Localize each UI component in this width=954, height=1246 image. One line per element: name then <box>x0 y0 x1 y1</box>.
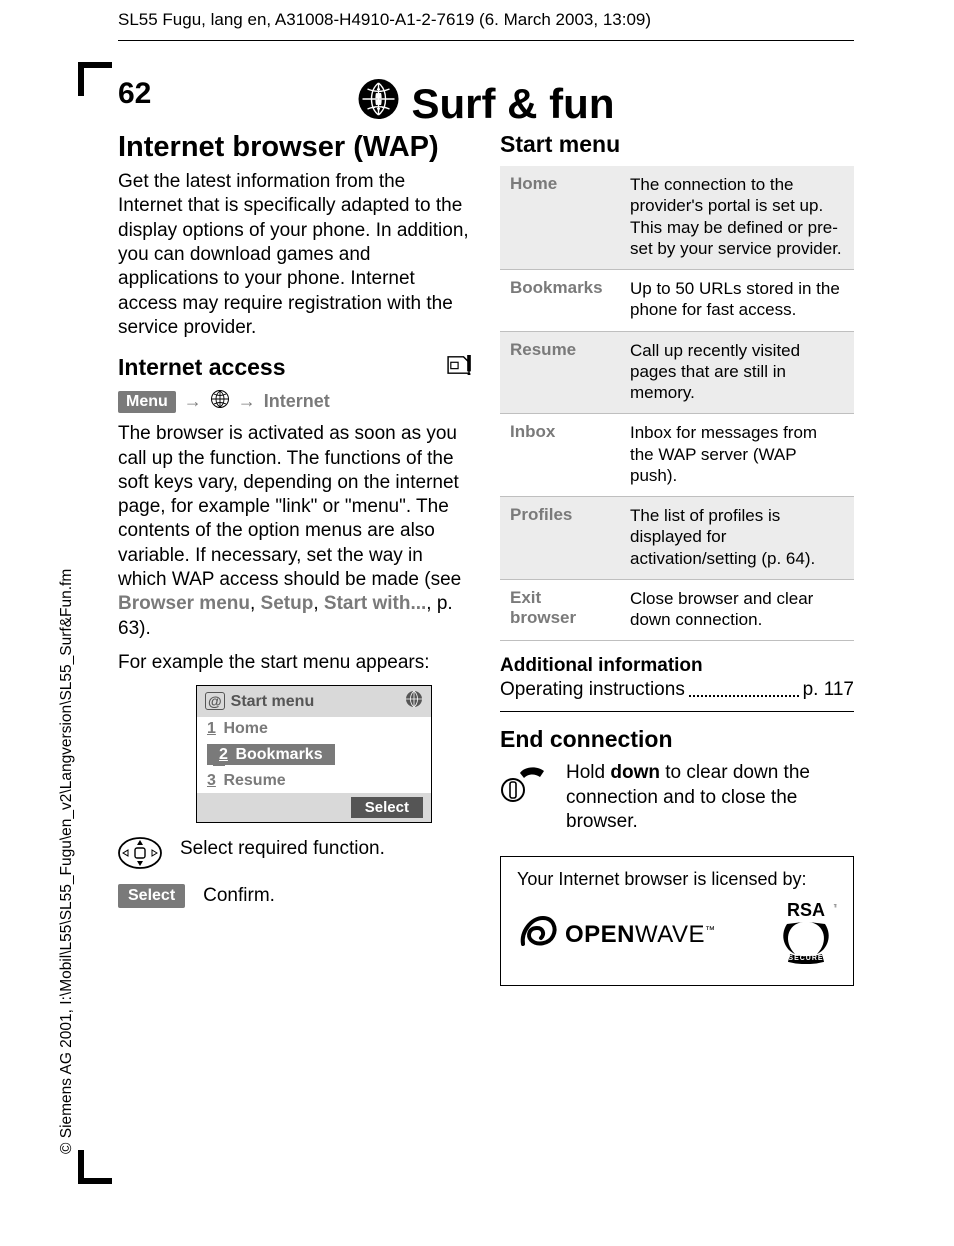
access-paragraph: The browser is activated as soon as you … <box>118 422 472 641</box>
crop-mark-top-left <box>78 62 112 68</box>
internet-access-heading: Internet access <box>118 354 472 381</box>
select-button[interactable]: Select <box>118 884 185 908</box>
globe-icon <box>358 78 400 130</box>
chapter-title: Surf & fun <box>358 78 615 130</box>
row-key: Inbox <box>500 414 620 497</box>
additional-info: Additional information Operating instruc… <box>500 655 854 712</box>
menu-item-resume[interactable]: 3 Resume <box>197 769 431 793</box>
crop-mark-bottom-left <box>78 1178 112 1184</box>
leader-dots <box>689 679 799 697</box>
dpad-icon <box>118 837 162 874</box>
menu-button[interactable]: Menu <box>118 391 176 413</box>
row-value: Inbox for messages from the WAP server (… <box>620 414 854 497</box>
page-content: SL55 Fugu, lang en, A31008-H4910-A1-2-76… <box>118 0 854 986</box>
chapter-title-text: Surf & fun <box>412 80 615 128</box>
phone-titlebar: @Start menu <box>197 686 431 717</box>
instruction-dpad: Select required function. <box>118 837 472 874</box>
license-text: Your Internet browser is licensed by: <box>517 869 837 890</box>
additional-info-title: Additional information <box>500 655 854 677</box>
globe-tiny-icon <box>405 690 423 713</box>
table-row: BookmarksUp to 50 URLs stored in the pho… <box>500 270 854 332</box>
menu-item-bookmarks[interactable]: 2 Bookmarks <box>197 741 431 769</box>
select-softkey[interactable]: Select <box>351 797 423 818</box>
breadcrumb-internet: Internet <box>264 391 330 412</box>
instruction-confirm-text: Confirm. <box>203 884 275 908</box>
side-copyright: © Siemens AG 2001, I:\Mobil\L55\SL55_Fug… <box>58 569 76 1154</box>
svg-text:RSA: RSA <box>787 900 825 920</box>
license-box: Your Internet browser is licensed by: OP… <box>500 856 854 986</box>
at-icon: @ <box>205 692 225 710</box>
row-value: The connection to the provider's portal … <box>620 166 854 270</box>
openwave-swirl-icon <box>517 912 559 957</box>
hangup-key-icon <box>500 761 548 808</box>
openwave-logo: OPENWAVE™ <box>517 912 716 957</box>
instruction-select-func: Select required function. <box>180 837 385 861</box>
table-row: ResumeCall up recently visited pages tha… <box>500 331 854 414</box>
menu-breadcrumb: Menu → → Internet <box>118 389 472 414</box>
arrow-right-icon: → <box>238 391 256 412</box>
rsa-secured-logo: RSA ™ SECURE <box>775 900 837 969</box>
start-menu-heading: Start menu <box>500 131 854 158</box>
table-row: InboxInbox for messages from the WAP ser… <box>500 414 854 497</box>
end-connection-heading: End connection <box>500 726 854 753</box>
phone-screen-mock: @Start menu 1 Home 2 Bookmarks 3 Resume … <box>196 685 432 823</box>
row-key: Exit browser <box>500 579 620 641</box>
row-value: Call up recently visited pages that are … <box>620 331 854 414</box>
instruction-confirm: Select Confirm. <box>118 884 472 908</box>
additional-info-page: p. 117 <box>803 679 854 701</box>
running-head: SL55 Fugu, lang en, A31008-H4910-A1-2-76… <box>118 6 854 41</box>
section-title-wap: Internet browser (WAP) <box>118 131 472 164</box>
end-connection-text: Hold down to clear down the connection a… <box>566 761 854 834</box>
softkey-bar: Select <box>197 793 431 822</box>
globe-small-icon <box>210 389 230 414</box>
row-value: Close browser and clear down connection. <box>620 579 854 641</box>
right-column: Start menu HomeThe connection to the pro… <box>500 131 854 986</box>
menu-item-home[interactable]: 1 Home <box>197 717 431 741</box>
intro-paragraph: Get the latest information from the Inte… <box>118 170 472 340</box>
table-row: HomeThe connection to the provider's por… <box>500 166 854 270</box>
row-key: Resume <box>500 331 620 414</box>
row-value: Up to 50 URLs stored in the phone for fa… <box>620 270 854 332</box>
start-appears: For example the start menu appears: <box>118 651 472 675</box>
sim-icon <box>446 354 472 381</box>
row-key: Home <box>500 166 620 270</box>
row-key: Profiles <box>500 497 620 580</box>
table-row: Exit browserClose browser and clear down… <box>500 579 854 641</box>
svg-text:™: ™ <box>833 903 837 912</box>
arrow-right-icon: → <box>184 391 202 412</box>
left-column: Internet browser (WAP) Get the latest in… <box>118 131 472 986</box>
table-row: ProfilesThe list of profiles is displaye… <box>500 497 854 580</box>
additional-info-label: Operating instructions <box>500 679 685 701</box>
row-key: Bookmarks <box>500 270 620 332</box>
row-value: The list of profiles is displayed for ac… <box>620 497 854 580</box>
start-menu-table: HomeThe connection to the provider's por… <box>500 166 854 641</box>
end-connection-instruction: Hold down to clear down the connection a… <box>500 761 854 834</box>
svg-text:SECURE: SECURE <box>788 955 823 962</box>
